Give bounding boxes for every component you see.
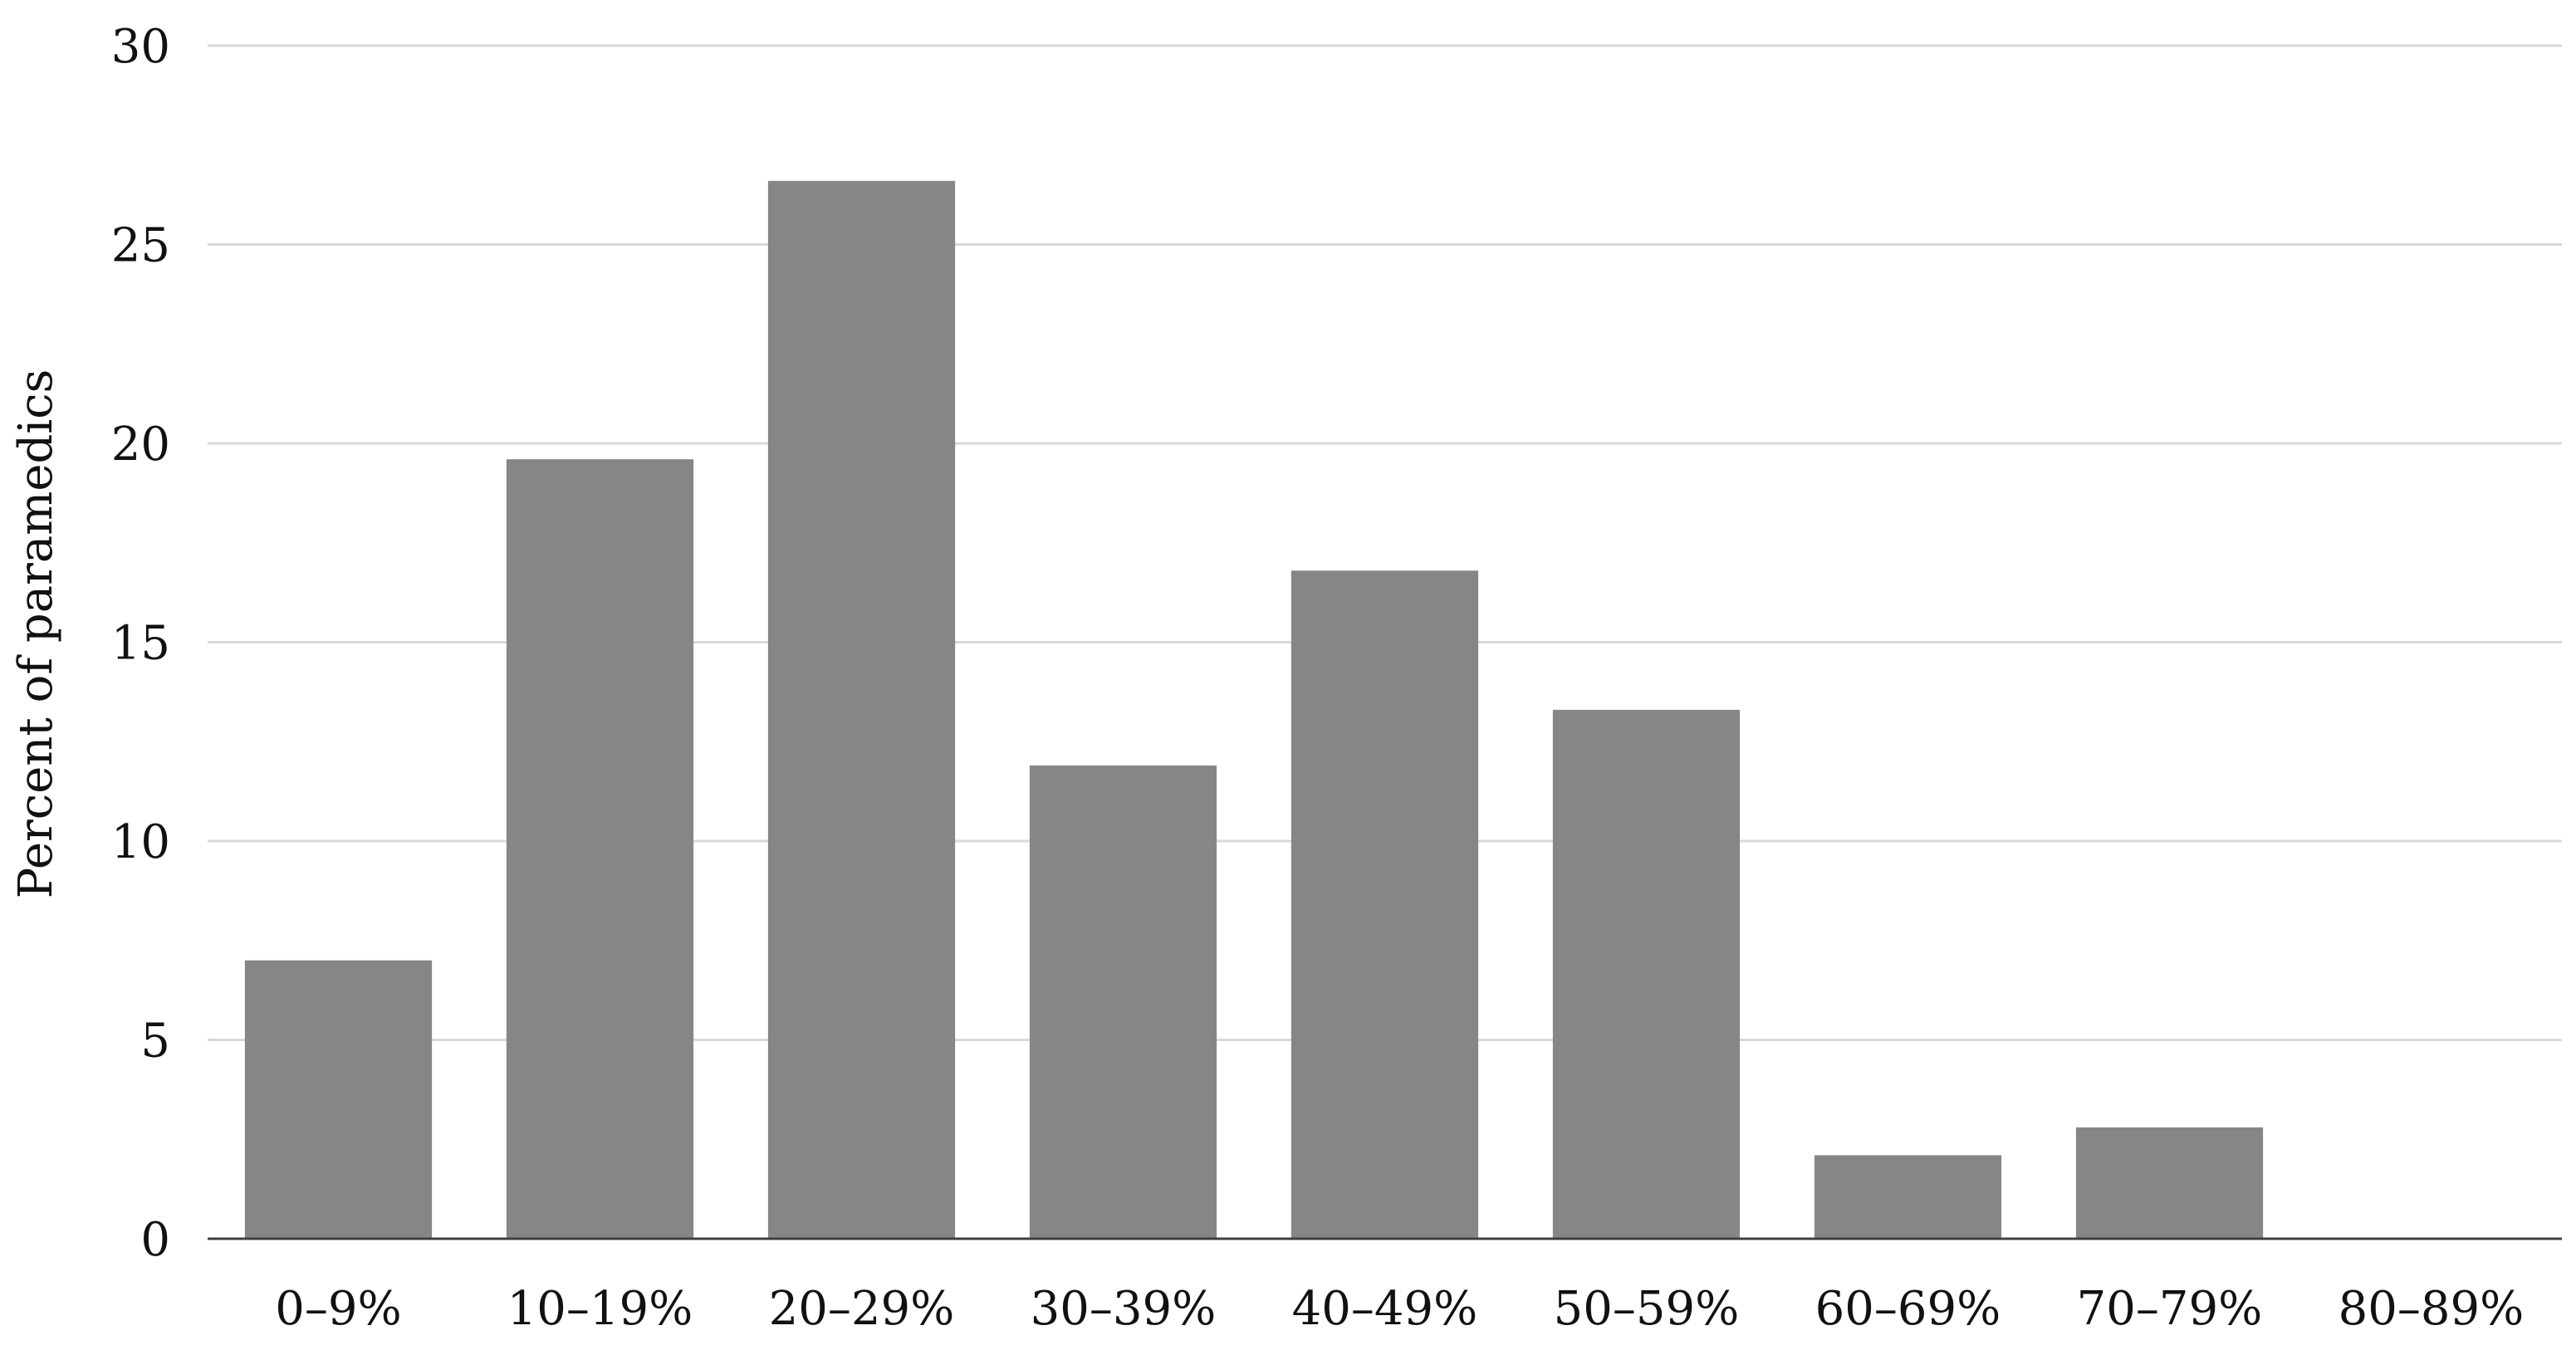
x-tick-label: 40–49%: [1292, 1282, 1478, 1336]
y-tick-label: 10: [111, 815, 170, 869]
bar-1: [244, 960, 433, 1239]
y-tick-label: 5: [140, 1015, 170, 1069]
y-axis-title: Percent of paramedics: [9, 369, 63, 899]
bar-4: [1029, 765, 1217, 1239]
bar-7: [1814, 1155, 2002, 1239]
x-tick-label: 60–69%: [1815, 1282, 2001, 1336]
bars: [244, 180, 2264, 1240]
x-tick-label: 0–9%: [275, 1282, 401, 1336]
y-tick-label: 25: [111, 219, 170, 273]
x-tick-label: 10–19%: [507, 1282, 693, 1336]
x-tick-label: 70–79%: [2077, 1282, 2263, 1336]
y-tick-label: 20: [111, 418, 170, 472]
x-tick-label: 20–29%: [769, 1282, 955, 1336]
bar-3: [767, 180, 956, 1240]
x-tick-label: 50–59%: [1554, 1282, 1740, 1336]
bar-5: [1290, 570, 1479, 1239]
bar-8: [2075, 1127, 2264, 1239]
y-tick-label: 0: [140, 1213, 170, 1267]
y-tick-label: 30: [111, 20, 170, 74]
x-tick-label: 30–39%: [1031, 1282, 1217, 1336]
bar-2: [506, 459, 694, 1239]
y-axis-ticks: 0 5 10 15 20 25 30: [111, 20, 170, 1267]
x-tick-label: 80–89%: [2338, 1282, 2525, 1336]
x-axis-ticks: 0–9% 10–19% 20–29% 30–39% 40–49% 50–59% 60–69%…: [275, 1282, 2524, 1336]
y-tick-label: 15: [111, 617, 170, 671]
bar-6: [1552, 709, 1741, 1239]
